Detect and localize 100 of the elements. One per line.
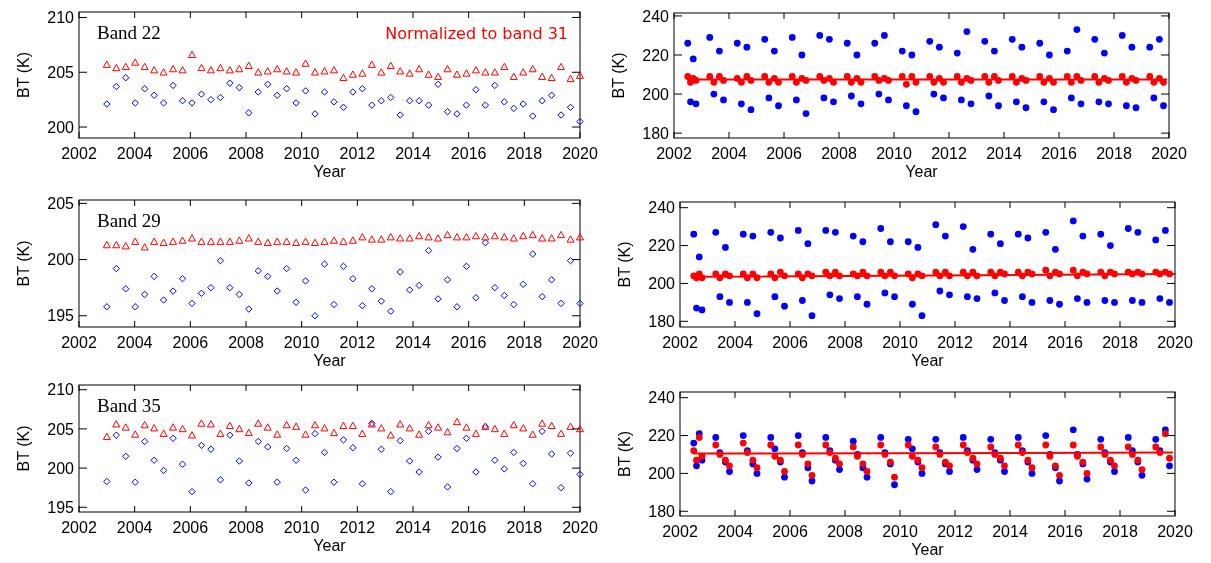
x-tick-label: 2020 <box>1151 145 1187 162</box>
point <box>178 274 187 283</box>
point <box>547 450 556 458</box>
point <box>169 434 177 443</box>
point <box>169 81 177 90</box>
point <box>538 234 547 242</box>
y-tick-label: 195 <box>47 307 75 325</box>
point <box>188 299 196 308</box>
point <box>367 235 376 243</box>
point <box>244 428 253 437</box>
point <box>462 423 471 431</box>
point <box>178 236 187 244</box>
y-tick-label: 210 <box>47 9 75 27</box>
x-tick-label: 2014 <box>395 145 431 162</box>
point <box>472 294 480 302</box>
point <box>188 431 196 439</box>
point <box>112 420 121 428</box>
point <box>226 283 234 292</box>
x-tick-label: 2004 <box>711 145 747 162</box>
point <box>311 420 320 429</box>
y-tick-label: 200 <box>47 118 75 136</box>
y-tick-label: 200 <box>648 275 676 293</box>
x-tick-label: 2020 <box>1157 523 1193 540</box>
point <box>462 101 471 109</box>
point <box>538 97 546 105</box>
x-tick-label: 2018 <box>506 519 543 536</box>
point <box>472 468 480 476</box>
y-tick-label: 220 <box>648 237 676 255</box>
x-tick-label: 2014 <box>395 334 431 351</box>
point <box>528 430 537 438</box>
point <box>434 423 443 431</box>
point <box>405 97 414 105</box>
point <box>301 486 310 494</box>
point <box>244 234 253 242</box>
point <box>424 427 433 435</box>
point <box>216 63 225 72</box>
point <box>235 83 244 92</box>
point <box>235 424 244 433</box>
point <box>538 72 547 80</box>
point <box>131 303 139 311</box>
point <box>311 312 319 320</box>
point <box>235 236 244 244</box>
point <box>292 68 301 76</box>
point <box>254 267 262 275</box>
point <box>292 456 300 464</box>
point <box>557 111 565 119</box>
point <box>244 61 253 69</box>
point <box>387 93 395 102</box>
point <box>140 290 149 299</box>
x-tick-label: 2018 <box>506 145 543 162</box>
x-tick-label: 2006 <box>772 334 808 351</box>
point <box>245 109 253 117</box>
point <box>358 69 367 77</box>
y-axis-title: BT (K) <box>610 52 627 99</box>
point <box>358 85 367 93</box>
point <box>462 69 471 77</box>
point <box>330 478 338 486</box>
point <box>188 487 196 496</box>
x-tick-label: 2020 <box>562 334 598 351</box>
point <box>121 423 130 431</box>
x-tick-label: 2004 <box>116 519 153 536</box>
x-axis-title: Year <box>313 163 347 180</box>
point <box>443 428 452 436</box>
point <box>273 237 282 245</box>
x-axis-title: Year <box>905 163 939 180</box>
point <box>576 71 584 79</box>
point <box>122 452 130 461</box>
point <box>159 466 168 475</box>
point <box>358 233 367 241</box>
annotation: Normalized to band 31 <box>385 24 568 43</box>
point <box>557 62 566 71</box>
point <box>263 67 272 75</box>
point <box>150 272 158 281</box>
x-tick-label: 2016 <box>1047 523 1083 540</box>
point <box>491 456 499 464</box>
point <box>206 237 215 245</box>
point <box>301 87 310 95</box>
point <box>415 468 423 476</box>
x-tick-label: 2006 <box>172 145 209 162</box>
x-tick-label: 2002 <box>662 523 698 540</box>
y-tick-label: 200 <box>47 459 75 477</box>
point <box>140 437 149 446</box>
point <box>292 422 301 430</box>
point <box>424 233 433 241</box>
text: Band 29 <box>97 210 161 231</box>
point <box>434 234 443 242</box>
x-tick-label: 2020 <box>1157 334 1193 351</box>
point <box>415 64 424 73</box>
x-tick-label: 2012 <box>339 334 376 351</box>
point <box>377 97 385 105</box>
x-tick-label: 2010 <box>283 519 320 536</box>
point <box>348 70 357 78</box>
y-axis-title: BT (K) <box>15 240 32 287</box>
point <box>292 298 300 306</box>
point <box>197 441 206 450</box>
x-tick-label: 2014 <box>986 145 1022 162</box>
point <box>538 427 546 435</box>
point <box>349 444 357 452</box>
x-tick-label: 2020 <box>562 519 598 536</box>
point <box>453 303 461 311</box>
